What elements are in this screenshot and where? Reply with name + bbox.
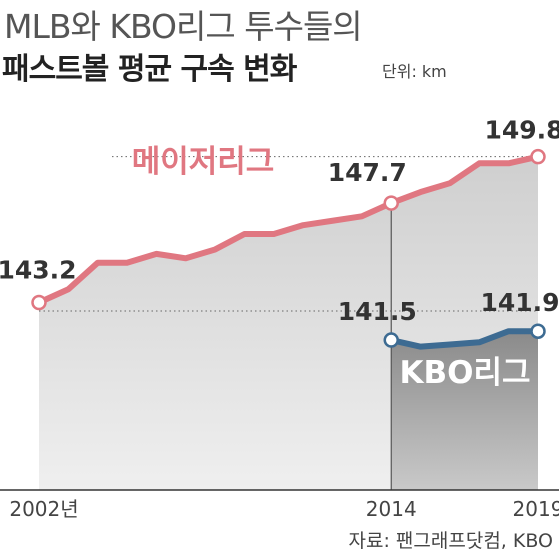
mlb-data-label: 147.7 [328, 158, 407, 187]
series-label-mlb: 메이저리그 [132, 144, 275, 180]
mlb-data-label: 149.8 [484, 116, 559, 145]
kbo-point [383, 332, 399, 348]
x-tick-label: 2019 [513, 497, 559, 521]
kbo-line [388, 328, 541, 350]
series-label-kbo: KBO리그 [399, 355, 530, 391]
mlb-point [530, 148, 546, 165]
mlb-point [383, 195, 399, 211]
source-credit: 자료: 팬그래프닷컴, KBO [348, 530, 553, 552]
chart-title: MLB와 KBO리그 투수들의 [4, 7, 363, 46]
kbo-area [391, 331, 538, 490]
mlb-point [31, 294, 47, 311]
chart-subtitle: 패스트볼 평균 구속 변화 [2, 52, 297, 87]
mlb-line [36, 153, 541, 306]
mlb-data-label: 143.2 [0, 255, 77, 284]
kbo-point [530, 323, 546, 339]
x-tick-label: 2014 [366, 497, 417, 521]
kbo-data-label: 141.9 [480, 288, 559, 317]
kbo-data-label: 141.5 [338, 297, 417, 326]
x-tick-label: 2002년 [9, 497, 78, 521]
unit-label: 단위: km [382, 62, 447, 81]
